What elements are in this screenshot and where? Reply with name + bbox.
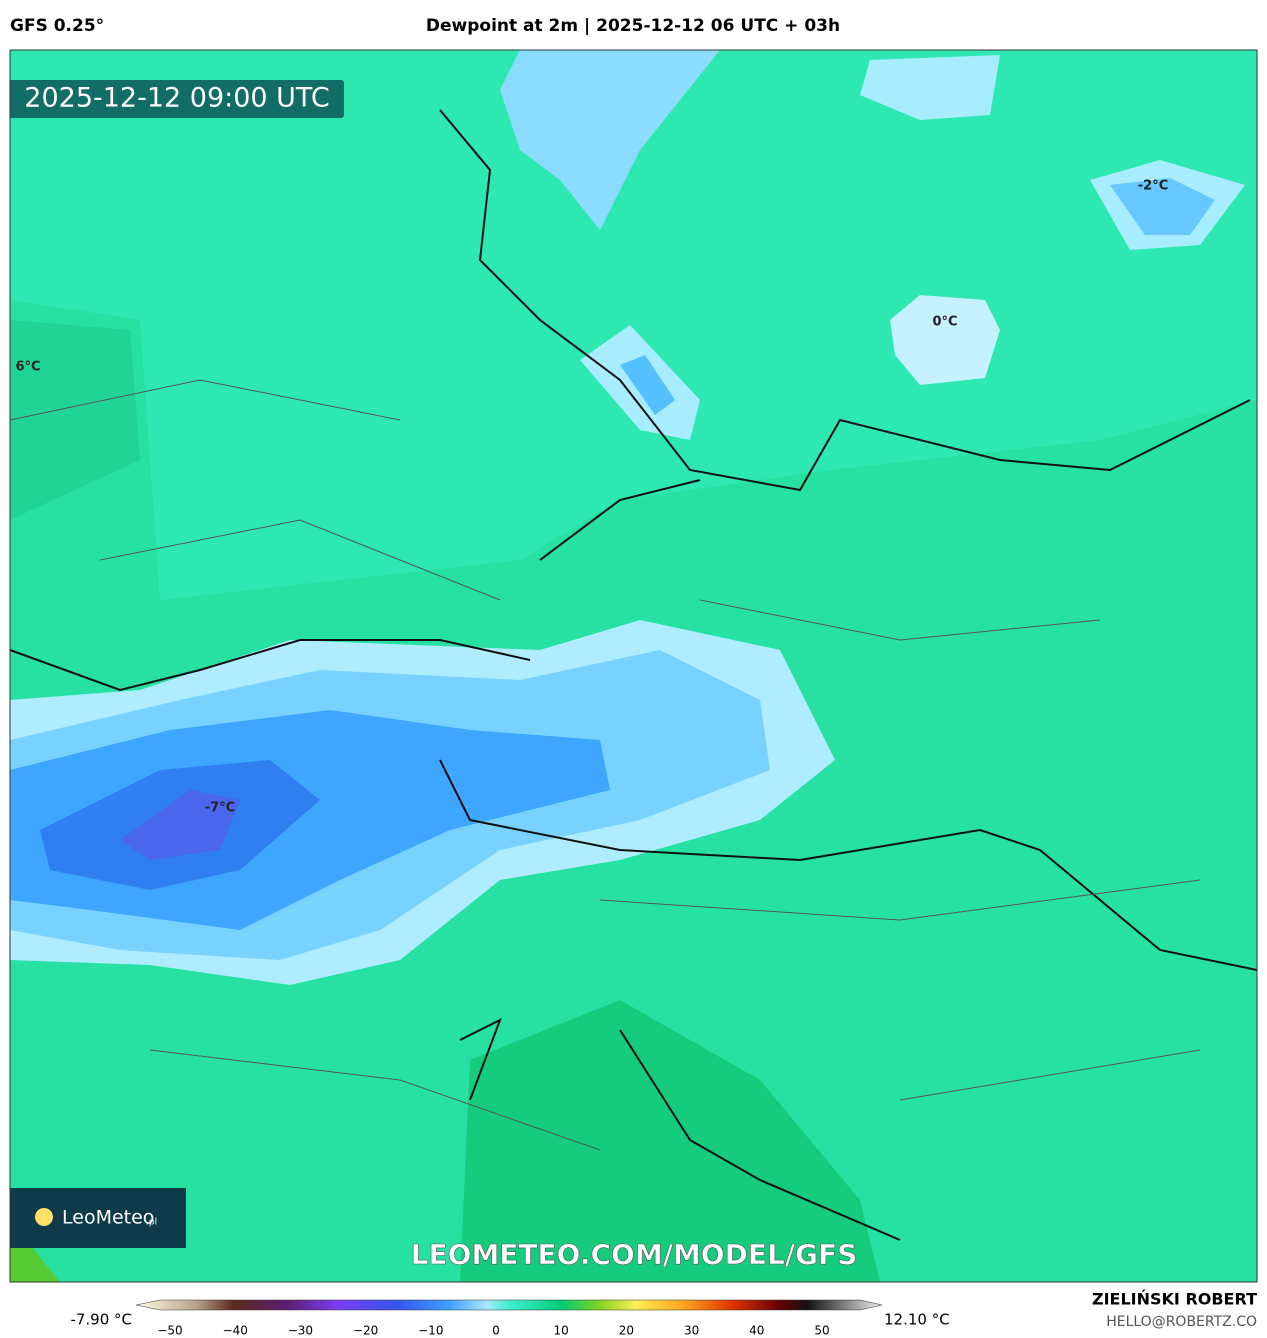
timestamp: 2025-12-12 09:00 UTC [24,83,329,114]
model-name: GFS 0.25° [10,16,104,36]
colorbar-tick-label: 20 [619,1324,634,1338]
colorbar-tick-label: −40 [223,1324,248,1338]
colorbar-tick-label: 10 [554,1324,569,1338]
map: 6°C 0°C -2°C -7°C 2025-12-12 09:00 UTC L… [10,50,1257,1282]
logo-suffix: .pl [146,1218,157,1228]
contour-label: -7°C [205,801,235,816]
contour-label: 0°C [932,315,957,330]
colorbar-tick-label: −20 [353,1324,378,1338]
contour-label: -2°C [1138,179,1168,194]
watermark: LEOMETEO.COM/MODEL/GFS [411,1238,858,1271]
author: ZIELIŃSKI ROBERT [1092,1290,1257,1309]
email: HELLO@ROBERTZ.CO [1106,1314,1257,1330]
colorbar-tick-label: −50 [157,1324,182,1338]
logo-name: LeoMeteo [62,1207,154,1229]
colorbar-tick-label: 0 [492,1324,500,1338]
colorbar-tick-label: −10 [418,1324,443,1338]
contour-label: 6°C [15,360,40,375]
colorbar-tick-label: 50 [814,1324,829,1338]
colorbar-min: -7.90 °C [70,1311,132,1329]
colorbar-tick-label: −30 [288,1324,313,1338]
colorbar-max: 12.10 °C [884,1311,950,1329]
colorbar-tick-label: 40 [749,1324,764,1338]
colorbar-tick-label: 30 [684,1324,699,1338]
map-title: Dewpoint at 2m | 2025-12-12 06 UTC + 03h [426,16,840,36]
